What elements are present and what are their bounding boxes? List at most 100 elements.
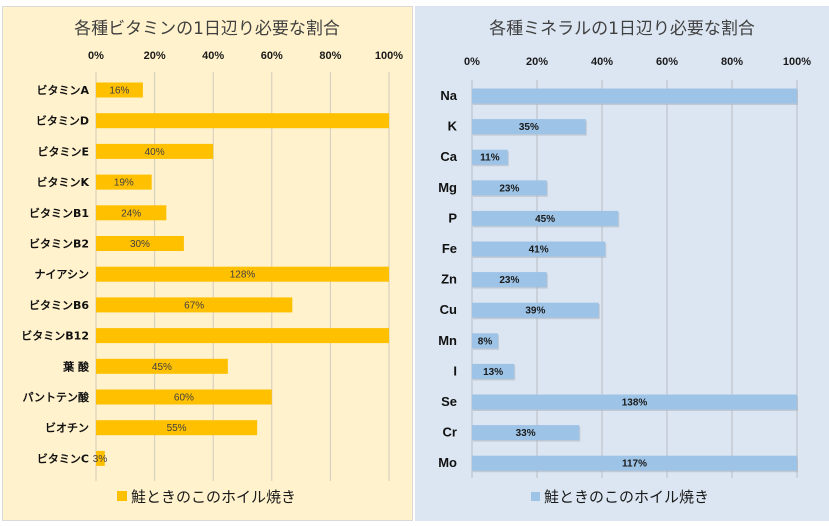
mineral-category-label: Fe (442, 241, 457, 256)
vitamin-category-label: ビタミンE (37, 144, 89, 158)
mineral-category-label: K (448, 119, 458, 134)
mineral-bar[interactable] (472, 425, 580, 441)
mineral-data-labels: 35% 11% 23% 45% 41% 23% 39% 8% 13% 138% 33% 117% (478, 122, 648, 470)
vitamin-bar[interactable] (96, 297, 293, 313)
vitamin-bar[interactable] (96, 205, 167, 221)
mineral-tick-label: 40% (591, 56, 613, 68)
mineral-tick-label: 80% (721, 56, 743, 68)
vitamin-tick-label: 100% (375, 50, 403, 62)
vitamin-chart: 各種ビタミンの1日辺り必要な割合 0% 20% 40% 60% 80% 100% ビタミン… (21, 19, 403, 506)
vitamin-category-label: ビタミンB6 (29, 298, 89, 312)
mineral-legend[interactable]: 鮭ときのこのホイル焼き (531, 488, 709, 506)
vitamin-bar[interactable] (96, 450, 105, 466)
vitamin-category-label: ビタミンA (36, 83, 89, 97)
mineral-bar[interactable] (472, 394, 797, 410)
vitamin-category-label: ビタミンD (36, 114, 89, 128)
mineral-category-label: Cr (443, 425, 457, 440)
mineral-bar[interactable] (472, 149, 508, 165)
vitamin-category-label: ビタミンC (37, 451, 89, 465)
mineral-data-label: 11% (480, 153, 500, 164)
mineral-tick-label: 60% (656, 56, 678, 68)
mineral-data-label: 8% (478, 336, 493, 347)
vitamin-data-label: 3% (93, 454, 108, 465)
vitamin-data-label: 55% (167, 423, 187, 434)
mineral-bar[interactable] (472, 272, 547, 288)
vitamin-data-label: 16% (109, 86, 129, 97)
vitamin-tick-label: 0% (88, 50, 104, 62)
mineral-data-label: 39% (525, 306, 545, 317)
vitamin-bar[interactable] (96, 82, 143, 98)
mineral-data-label: 35% (519, 122, 539, 133)
mineral-bars (472, 88, 798, 473)
vitamin-bar[interactable] (96, 328, 389, 344)
mineral-category-label: Mo (438, 455, 457, 470)
vitamin-tick-label: 80% (319, 50, 341, 62)
mineral-legend-label: 鮭ときのこのホイル焼き (544, 488, 709, 506)
vitamin-tick-label: 40% (202, 50, 224, 62)
vitamin-category-label: 葉 酸 (62, 359, 90, 373)
vitamin-bar[interactable] (96, 389, 272, 405)
mineral-tick-label: 100% (783, 56, 811, 68)
mineral-category-label: Mg (438, 180, 457, 195)
vitamin-category-label: ナイアシン (34, 268, 89, 281)
mineral-bar[interactable] (472, 302, 599, 318)
vitamin-legend-swatch (117, 491, 127, 501)
mineral-data-label: 13% (483, 367, 503, 378)
mineral-category-labels: Na K Ca Mg P Fe Zn Cu Mn I Se Cr Mo (438, 88, 458, 470)
mineral-bar[interactable] (472, 210, 619, 226)
vitamin-category-label: ビタミンK (36, 175, 89, 189)
vitamin-tick-label: 20% (144, 50, 166, 62)
vitamin-data-label: 128% (230, 270, 256, 281)
mineral-tick-label: 0% (464, 56, 480, 68)
mineral-category-label: P (448, 210, 457, 225)
vitamin-data-label: 40% (145, 147, 165, 158)
vitamin-tick-labels: 0% 20% 40% 60% 80% 100% (88, 50, 403, 62)
mineral-category-label: Na (440, 88, 457, 103)
vitamin-data-labels: 16% 40% 19% 24% 30% 128% 67% 45% 60% 55% 3% (93, 86, 256, 465)
mineral-data-label: 23% (499, 183, 519, 194)
vitamin-category-label: パントテン酸 (22, 390, 90, 404)
vitamin-bar[interactable] (96, 174, 152, 190)
vitamin-category-label: ビタミンB1 (29, 206, 89, 220)
mineral-data-label: 45% (535, 214, 555, 225)
vitamin-data-label: 60% (174, 393, 194, 404)
mineral-data-label: 33% (516, 428, 536, 439)
mineral-tick-label: 20% (526, 56, 548, 68)
vitamin-legend[interactable]: 鮭ときのこのホイル焼き (117, 488, 296, 506)
vitamin-chart-title: 各種ビタミンの1日辺り必要な割合 (74, 19, 340, 39)
mineral-data-label: 23% (499, 275, 519, 286)
vitamin-category-label: ビオチン (45, 421, 89, 435)
mineral-data-label: 41% (529, 245, 549, 256)
mineral-legend-swatch (531, 492, 540, 501)
vitamin-data-label: 67% (184, 300, 204, 311)
mineral-bar[interactable] (472, 333, 498, 349)
mineral-bar[interactable] (472, 241, 606, 257)
vitamin-tick-label: 60% (261, 50, 283, 62)
mineral-category-label: Mn (438, 333, 457, 348)
vitamin-bar[interactable] (96, 113, 389, 129)
vitamin-bar[interactable] (96, 143, 214, 159)
vitamin-bar[interactable] (96, 358, 228, 374)
vitamin-bar[interactable] (96, 420, 258, 436)
mineral-data-label: 117% (622, 459, 647, 470)
vitamin-bar[interactable] (96, 266, 389, 282)
mineral-bar[interactable] (472, 455, 797, 471)
mineral-category-label: Se (441, 394, 457, 409)
mineral-data-label: 138% (622, 398, 648, 409)
vitamin-bars (96, 82, 389, 466)
mineral-bar[interactable] (472, 180, 547, 196)
mineral-bar[interactable] (472, 363, 515, 379)
vitamin-category-labels: ビタミンA ビタミンD ビタミンE ビタミンK ビタミンB1 ビタミンB2 ナイアシンビタミ… (21, 83, 90, 465)
mineral-tick-labels: 0% 20% 40% 60% 80% 100% (464, 56, 811, 68)
vitamin-bar[interactable] (96, 236, 184, 251)
vitamin-legend-label: 鮭ときのこのホイル焼き (131, 488, 296, 506)
mineral-bar[interactable] (472, 88, 797, 104)
mineral-bar[interactable] (472, 119, 586, 135)
mineral-chart: 各種ミネラルの1日辺り必要な割合 0% 20% 40% 60% 80% 100% NaKC… (438, 19, 811, 506)
mineral-category-label: Zn (441, 272, 457, 287)
vitamin-data-label: 19% (114, 178, 134, 189)
mineral-category-label: Ca (440, 149, 457, 164)
mineral-category-label: I (453, 363, 457, 378)
vitamin-data-label: 45% (152, 362, 172, 373)
